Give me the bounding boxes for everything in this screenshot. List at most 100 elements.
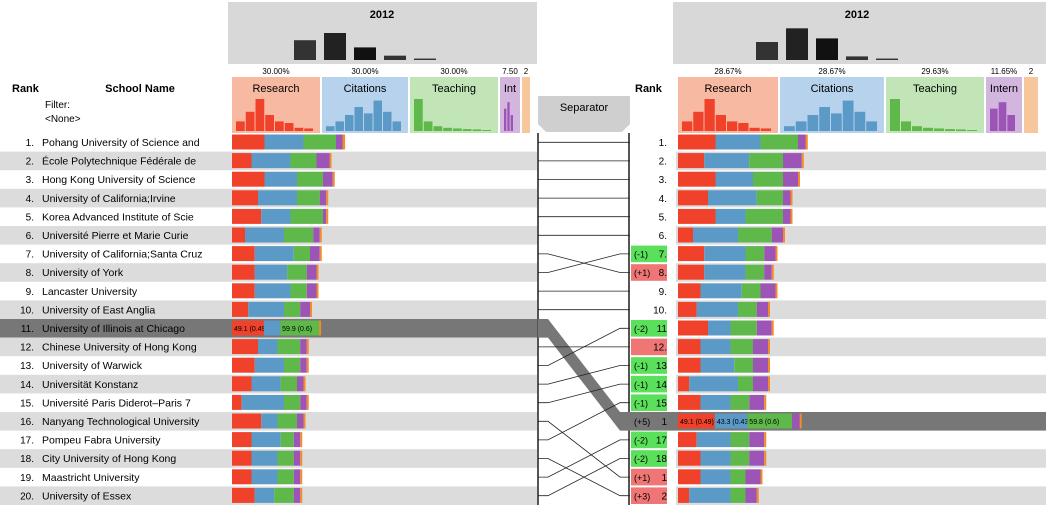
bar-segment-income[interactable] [316,264,319,280]
bar-segment-teaching[interactable] [290,208,324,224]
bar-segment-research[interactable] [232,301,249,317]
bar-segment-citations[interactable] [251,450,278,466]
bar-segment-research[interactable] [678,432,697,448]
school-name[interactable]: Hong Kong University of Science [42,174,196,186]
school-name[interactable]: University of York [42,267,124,279]
bar-segment-income[interactable] [790,208,793,224]
bar-segment-intl[interactable] [297,413,304,429]
bar-segment-income[interactable] [319,320,322,336]
bar-segment-intl[interactable] [783,208,791,224]
left-row[interactable]: 16. Nanyang Technological University [0,412,538,431]
right-row[interactable]: (+3) 2 [631,486,1046,505]
bar-segment-teaching[interactable] [280,376,297,392]
bar-segment-income[interactable] [310,301,312,317]
right-rank-header[interactable]: Rank [635,83,663,95]
bar-segment-citations[interactable] [700,394,731,410]
left-year-panel[interactable] [228,2,537,64]
bar-segment-teaching[interactable] [290,153,317,169]
bar-segment-citations[interactable] [715,134,761,150]
bar-segment-citations[interactable] [258,339,278,355]
bar-segment-research[interactable] [678,264,705,280]
column-header-income[interactable] [522,77,530,133]
left-row[interactable]: 12. Chinese University of Hong Kong [0,337,538,357]
bar-segment-teaching[interactable] [293,246,310,262]
bar-segment-intl[interactable] [306,283,317,299]
bar-segment-citations[interactable] [261,208,291,224]
bar-segment-income[interactable] [319,227,322,243]
bar-segment-citations[interactable] [696,432,731,448]
bar-segment-citations[interactable] [715,171,754,187]
column-header-income[interactable] [1024,77,1038,133]
school-name[interactable]: Maastricht University [42,472,140,484]
bar-segment-income[interactable] [801,153,804,169]
right-row[interactable]: 5. [659,208,793,224]
right-row[interactable]: (-2) 17 [631,431,767,449]
bar-segment-teaching[interactable] [730,339,754,355]
bar-segment-income[interactable] [768,357,770,373]
bar-segment-income[interactable] [300,469,303,485]
bar-segment-citations[interactable] [254,357,284,373]
bar-segment-income[interactable] [805,134,808,150]
left-row[interactable]: 19. Maastricht University [20,469,303,485]
bar-segment-citations[interactable] [700,469,731,485]
bar-segment-intl[interactable] [749,394,765,410]
bar-segment-research[interactable] [232,357,255,373]
bar-segment-citations[interactable] [251,432,281,448]
bar-segment-research[interactable] [232,171,265,187]
bar-segment-teaching[interactable] [287,264,307,280]
bar-segment-citations[interactable] [700,357,735,373]
bar-segment-income[interactable] [764,394,767,410]
right-row[interactable]: 2. [659,151,1046,171]
left-row[interactable]: 4. University of California;Irvine [0,188,538,208]
school-name[interactable]: Pohang University of Science and [42,137,200,149]
bar-segment-teaching[interactable] [734,357,753,373]
bar-segment-teaching[interactable] [277,450,294,466]
bar-segment-teaching[interactable] [277,469,294,485]
bar-segment-citations[interactable] [715,208,746,224]
bar-segment-citations[interactable] [708,320,731,336]
bar-segment-teaching[interactable] [297,190,320,206]
bar-segment-teaching[interactable] [730,487,746,503]
bar-segment-citations[interactable] [693,227,738,243]
bar-segment-intl[interactable] [316,153,330,169]
left-row[interactable]: 15. Université Paris Diderot–Paris 7 [20,394,309,410]
school-name[interactable]: École Polytechnique Fédérale de [42,155,196,168]
left-row[interactable]: 10. University of East Anglia [0,300,538,319]
bar-segment-citations[interactable] [258,190,297,206]
bar-segment-research[interactable] [678,357,701,373]
bar-segment-teaching[interactable] [297,171,323,187]
bar-segment-intl[interactable] [745,487,757,503]
bar-segment-citations[interactable] [689,376,738,392]
bar-segment-citations[interactable] [264,171,298,187]
right-row[interactable]: (-1) 7. [631,245,778,263]
right-row[interactable]: (-2) 18 [631,449,1046,468]
bar-segment-intl[interactable] [749,432,765,448]
right-row[interactable]: (-1) 14 [631,374,1046,394]
left-row[interactable]: 14. Universität Konstanz [0,374,538,394]
school-name[interactable]: University of California;Irvine [42,193,176,205]
right-row[interactable]: (+1) 1 [631,468,763,486]
right-row[interactable]: (-2) 11 [631,320,774,337]
school-name[interactable]: University of East Anglia [42,304,155,316]
bar-segment-research[interactable] [232,394,242,410]
bar-segment-teaching[interactable] [730,469,746,485]
bar-segment-citations[interactable] [254,264,288,280]
bar-segment-citations[interactable] [696,301,738,317]
bar-segment-intl[interactable] [310,246,320,262]
bar-segment-citations[interactable] [251,469,278,485]
bar-segment-intl[interactable] [300,357,307,373]
bar-segment-income[interactable] [798,171,800,187]
bar-segment-research[interactable] [232,227,245,243]
bar-segment-citations[interactable] [714,413,748,429]
bar-segment-intl[interactable] [336,134,343,150]
bar-segment-research[interactable] [678,320,708,336]
left-row[interactable]: 1. Pohang University of Science and [26,134,346,150]
school-name[interactable]: University of Essex [42,490,132,502]
bar-segment-intl[interactable] [764,264,772,280]
bar-segment-teaching[interactable] [753,171,783,187]
right-row[interactable]: 9. [659,283,778,299]
bar-segment-income[interactable] [775,246,778,262]
bar-segment-income[interactable] [771,320,774,336]
bar-segment-research[interactable] [678,413,715,429]
bar-segment-teaching[interactable] [730,432,750,448]
